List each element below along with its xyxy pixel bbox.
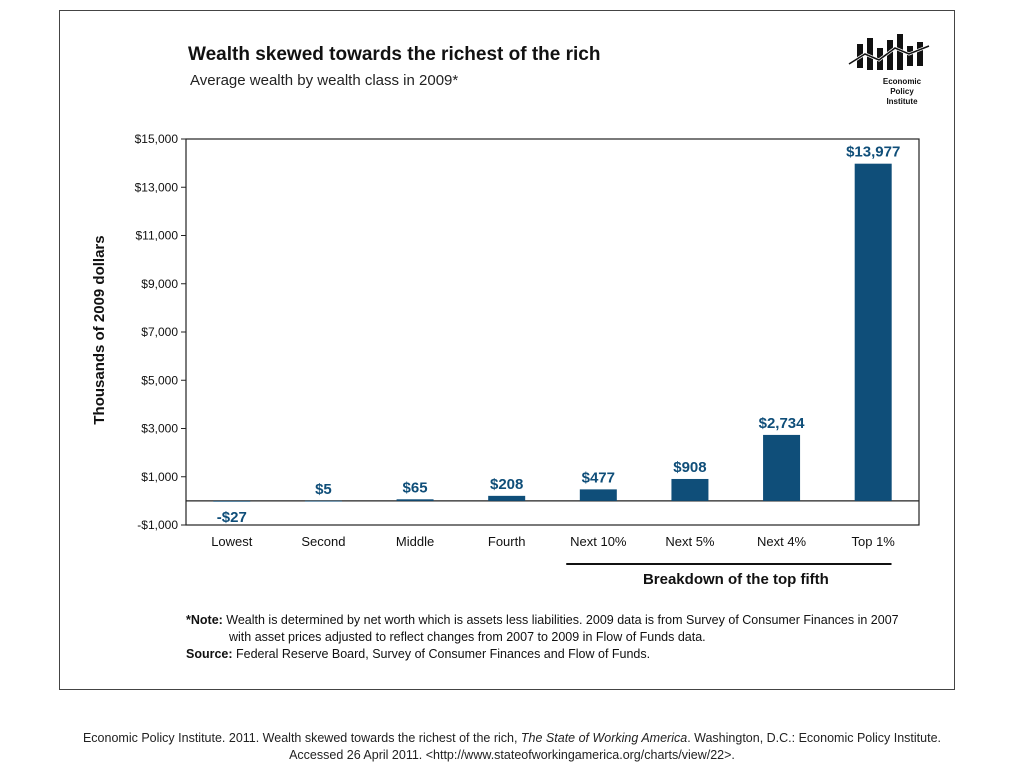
note-text-1: Wealth is determined by net worth which … [222,613,899,627]
plot-area: -$1,000 $1,000 $3,000 $5,000 $7,000 $9,000 $11… [135,132,920,588]
bar-top-1- [854,163,892,501]
bracket-label: Breakdown of the top fifth [643,571,829,588]
x-tick-label: Next 5% [665,534,715,549]
y-tick-label: $5,000 [141,373,178,387]
logo-line: Institute [886,97,918,106]
bar-second [304,500,342,502]
x-tick-label: Next 4% [757,534,807,549]
data-label: $908 [673,459,706,476]
y-tick-label: $13,000 [135,180,179,194]
data-label: $2,734 [759,415,806,432]
x-tick-label: Lowest [211,534,253,549]
chart-frame [59,10,955,690]
data-label: -$27 [217,509,247,526]
bar-next-10- [579,489,617,501]
y-axis-title: Thousands of 2009 dollars [91,235,108,424]
data-label: $5 [315,481,332,498]
bar-next-4- [763,434,801,501]
logo-text: Economic Policy Institute [872,77,932,107]
citation: Economic Policy Institute. 2011. Wealth … [0,730,1024,764]
note-line-2: with asset prices adjusted to reflect ch… [229,629,706,645]
note-label: *Note: [186,613,223,627]
logo-line: Economic [882,77,922,86]
y-tick-label: $11,000 [136,229,179,243]
data-label: $477 [582,469,615,486]
citation-part-1: Economic Policy Institute. 2011. Wealth … [82,731,521,745]
y-tick-label: -$1,000 [137,518,178,532]
x-tick-label: Fourth [488,534,526,549]
note-line-1: *Note: Wealth is determined by net worth… [186,612,899,628]
x-tick-label: Next 10% [570,534,627,549]
bar-middle [396,499,434,501]
source-line: Source: Federal Reserve Board, Survey of… [186,646,650,662]
citation-italic: The State of Working America [520,731,688,745]
source-text: Federal Reserve Board, Survey of Consume… [232,647,651,661]
x-tick-label: Middle [396,534,434,549]
citation-line-2: Accessed 26 April 2011. <http://www.stat… [289,748,735,762]
bar-next-5- [671,478,709,501]
logo-line: Policy [890,87,914,96]
x-tick-label: Top 1% [852,534,896,549]
y-tick-label: $1,000 [141,470,178,484]
plot-border [185,138,920,526]
citation-part-2: . Washington, D.C.: Economic Policy Inst… [687,731,942,745]
bar-fourth [488,495,526,501]
data-label: $13,977 [846,144,900,161]
data-label: $208 [490,476,523,493]
data-label: $65 [403,479,428,496]
citation-line-1: Economic Policy Institute. 2011. Wealth … [0,730,1024,747]
y-tick-label: $7,000 [141,325,178,339]
y-tick-label: $3,000 [141,422,178,436]
y-tick-label: $9,000 [141,277,178,291]
note-text-2: with asset prices adjusted to reflect ch… [229,630,706,644]
y-tick-label: $15,000 [135,132,179,146]
bar-lowest [213,500,251,502]
source-label: Source: [186,647,233,661]
x-tick-label: Second [301,534,345,549]
chart-title: Wealth skewed towards the richest of the… [188,44,601,65]
epi-logo-icon [848,34,930,70]
chart-subtitle: Average wealth by wealth class in 2009* [190,72,459,89]
